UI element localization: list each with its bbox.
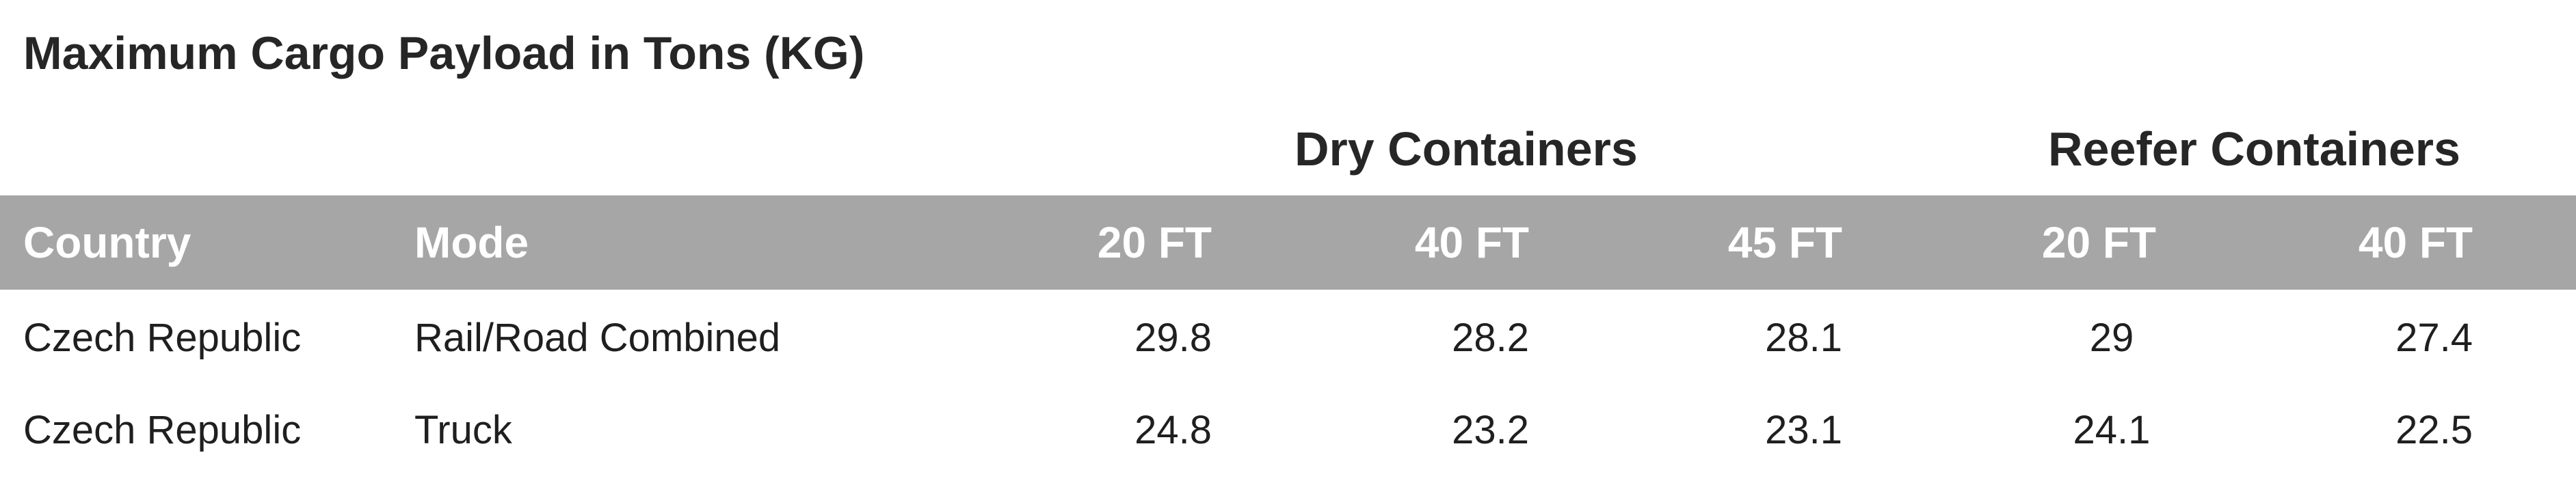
cell-reefer-40ft: 22.5 [2395,408,2473,452]
table-header-band [0,195,2576,290]
column-header-country: Country [23,218,191,267]
column-header-dry-20ft: 20 FT [1097,218,1212,267]
column-header-dry-40ft: 40 FT [1414,218,1529,267]
cell-dry-20ft: 29.8 [1134,316,1212,360]
column-header-reefer-40ft: 40 FT [2358,218,2473,267]
table-title: Maximum Cargo Payload in Tons (KG) [23,27,865,79]
column-header-mode: Mode [414,218,529,267]
cell-reefer-20ft: 29 [2089,316,2134,360]
cell-country: Czech Republic [23,408,302,452]
cell-dry-45ft: 23.1 [1765,408,1842,452]
cell-dry-40ft: 28.2 [1452,316,1529,360]
group-header-dry-containers: Dry Containers [1294,122,1638,176]
group-header-reefer-containers: Reefer Containers [2048,122,2460,176]
cell-country: Czech Republic [23,316,302,360]
cell-dry-45ft: 28.1 [1765,316,1842,360]
cell-mode: Rail/Road Combined [414,316,781,360]
cell-dry-20ft: 24.8 [1134,408,1212,452]
column-header-reefer-20ft: 20 FT [2041,218,2156,267]
column-header-dry-45ft: 45 FT [1727,218,1842,267]
cell-reefer-20ft: 24.1 [2073,408,2151,452]
cell-mode: Truck [414,408,512,452]
cell-reefer-40ft: 27.4 [2395,316,2473,360]
cell-dry-40ft: 23.2 [1452,408,1529,452]
